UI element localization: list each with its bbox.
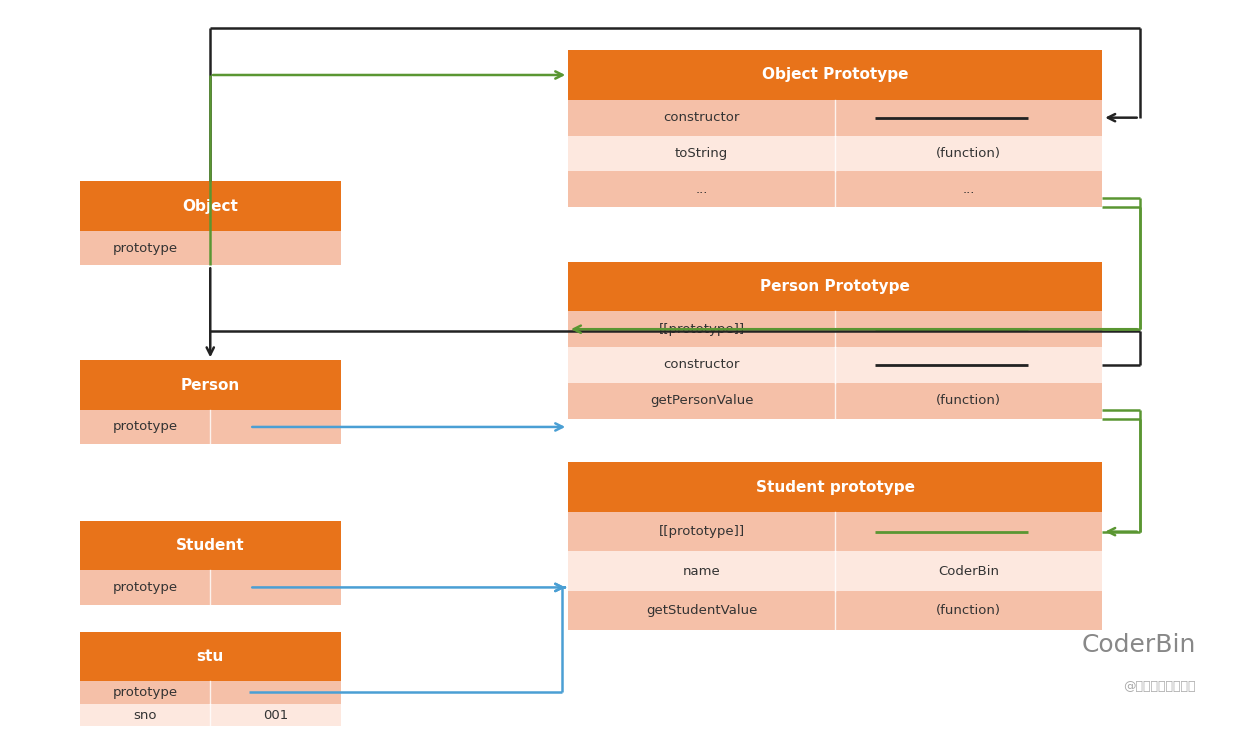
Text: toString: toString xyxy=(675,147,729,160)
Text: @稀土掘金技术社区: @稀土掘金技术社区 xyxy=(1123,681,1196,694)
Text: prototype: prototype xyxy=(112,581,177,594)
Bar xyxy=(80,520,341,570)
Bar xyxy=(568,100,1102,135)
Text: [[prototype]]: [[prototype]] xyxy=(659,525,745,538)
Text: constructor: constructor xyxy=(664,111,740,124)
Bar xyxy=(80,570,341,605)
Text: Person Prototype: Person Prototype xyxy=(760,279,910,294)
Text: (function): (function) xyxy=(936,394,1001,407)
Text: (function): (function) xyxy=(936,147,1001,160)
Bar xyxy=(568,551,1102,591)
Text: prototype: prototype xyxy=(112,686,177,699)
Text: CoderBin: CoderBin xyxy=(1081,633,1196,656)
Text: getPersonValue: getPersonValue xyxy=(650,394,754,407)
Bar xyxy=(568,591,1102,630)
Text: Object: Object xyxy=(182,198,238,214)
Bar xyxy=(80,704,341,726)
Bar xyxy=(568,312,1102,347)
Bar xyxy=(568,383,1102,418)
Bar xyxy=(80,231,341,265)
Bar xyxy=(568,50,1102,100)
Text: constructor: constructor xyxy=(664,359,740,371)
Text: prototype: prototype xyxy=(112,242,177,255)
Text: prototype: prototype xyxy=(112,420,177,434)
Bar xyxy=(568,462,1102,512)
Text: ...: ... xyxy=(962,183,975,196)
Text: ...: ... xyxy=(695,183,708,196)
Bar xyxy=(80,360,341,410)
Text: CoderBin: CoderBin xyxy=(938,564,1000,578)
Bar xyxy=(568,171,1102,207)
Text: (function): (function) xyxy=(936,604,1001,617)
Text: Object Prototype: Object Prototype xyxy=(763,68,909,82)
Text: 001: 001 xyxy=(263,709,288,722)
Bar xyxy=(80,410,341,444)
Text: stu: stu xyxy=(197,649,223,664)
Bar xyxy=(80,631,341,681)
Bar xyxy=(80,182,341,231)
Bar xyxy=(568,512,1102,551)
Text: [[prototype]]: [[prototype]] xyxy=(659,323,745,336)
Bar xyxy=(80,681,341,704)
Text: getStudentValue: getStudentValue xyxy=(646,604,758,617)
Bar xyxy=(568,347,1102,383)
Text: sno: sno xyxy=(134,709,157,722)
Text: Person: Person xyxy=(181,378,240,392)
Bar xyxy=(568,135,1102,171)
Text: Student: Student xyxy=(176,538,245,553)
Text: Student prototype: Student prototype xyxy=(756,480,915,495)
Bar xyxy=(568,262,1102,312)
Text: name: name xyxy=(683,564,720,578)
